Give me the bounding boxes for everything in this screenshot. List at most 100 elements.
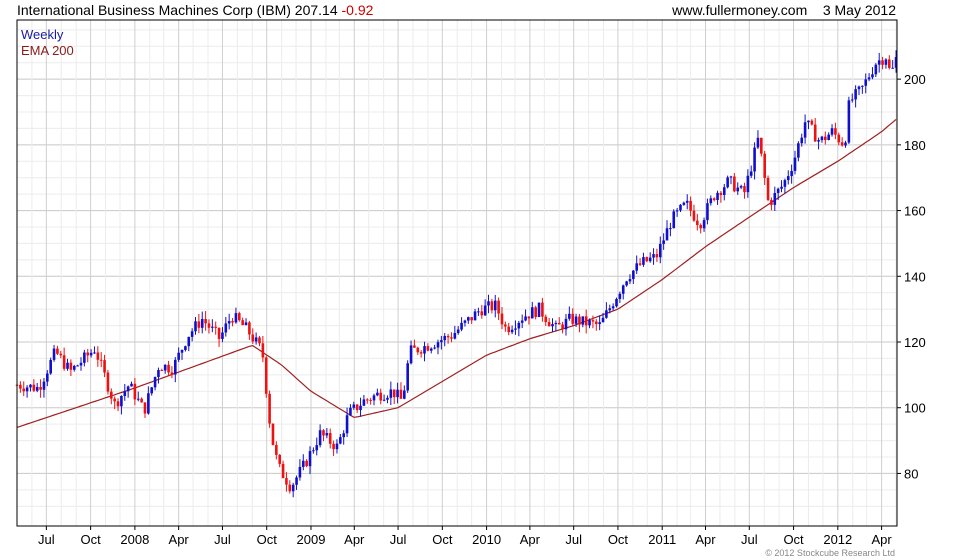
candle	[722, 183, 726, 201]
candle	[376, 388, 379, 397]
candle	[173, 357, 177, 383]
candle-body	[244, 322, 248, 326]
candle	[766, 175, 770, 202]
candle-body	[857, 86, 861, 90]
candle-body	[699, 225, 702, 229]
candle-body	[325, 433, 329, 436]
candle	[611, 303, 615, 311]
candle-body	[46, 373, 49, 382]
candle-body	[160, 370, 164, 372]
candle-body	[756, 137, 760, 148]
candle	[652, 248, 655, 265]
candle-body	[844, 142, 847, 146]
candle-body	[618, 293, 622, 299]
candle	[850, 93, 854, 103]
candle	[773, 186, 777, 211]
candle-body	[79, 362, 83, 366]
candle	[106, 369, 110, 395]
x-tick-label: Jul	[565, 532, 582, 547]
candle-body	[615, 298, 618, 307]
candle	[487, 294, 490, 314]
x-tick-label: Apr	[871, 532, 892, 547]
candle-body	[746, 175, 750, 193]
candle	[389, 381, 393, 406]
candle-body	[312, 450, 315, 452]
y-tick-label: 200	[904, 72, 926, 87]
candle-body	[780, 186, 783, 189]
candle	[888, 55, 891, 70]
candle	[709, 195, 713, 206]
candle-body	[301, 460, 305, 467]
candle-body	[423, 346, 426, 354]
candle	[261, 335, 265, 363]
candle-body	[749, 171, 753, 176]
candle	[497, 297, 500, 321]
candle-body	[733, 176, 736, 192]
candle-body	[305, 460, 308, 467]
candle	[736, 182, 740, 195]
candle-body	[322, 430, 325, 436]
candle	[692, 204, 696, 222]
candle	[467, 316, 470, 324]
candle	[379, 388, 383, 405]
candle-body	[834, 128, 837, 135]
candle	[177, 347, 180, 363]
candle	[605, 302, 608, 319]
candle-body	[339, 437, 342, 444]
candle-body	[682, 202, 686, 205]
candle	[574, 313, 578, 327]
candle-body	[157, 370, 160, 378]
x-tick-label: 2008	[120, 532, 149, 547]
candle	[62, 347, 66, 371]
candle	[147, 386, 150, 415]
candle-body	[483, 305, 487, 316]
candle-body	[820, 136, 824, 141]
candle-body	[113, 398, 116, 402]
candle	[312, 447, 315, 454]
candle-body	[268, 393, 271, 424]
candle	[820, 135, 824, 143]
candle	[120, 395, 123, 415]
candle	[517, 320, 521, 337]
candle-body	[736, 187, 740, 192]
candle-body	[99, 359, 103, 361]
candle	[79, 357, 83, 371]
candle	[840, 137, 844, 147]
candle	[557, 317, 561, 325]
candle-body	[716, 192, 719, 201]
candle-body	[207, 323, 211, 328]
candle	[25, 385, 29, 398]
candle	[514, 320, 517, 335]
candle-body	[29, 384, 32, 388]
candle	[227, 313, 231, 330]
candle	[365, 398, 369, 404]
candle	[894, 50, 898, 73]
candle	[827, 132, 830, 141]
candle-body	[470, 317, 473, 321]
candle-body	[278, 454, 282, 464]
candle	[685, 194, 689, 210]
candle-body	[554, 322, 558, 325]
candle	[578, 313, 581, 333]
candle-body	[335, 443, 339, 450]
candle-body	[702, 220, 706, 229]
candle-body	[840, 142, 844, 146]
candle-body	[295, 477, 298, 485]
candle	[140, 397, 143, 403]
candle-body	[658, 243, 662, 258]
candle-body	[584, 316, 588, 326]
candle-body	[847, 100, 851, 143]
candle-body	[817, 140, 820, 142]
candle-body	[224, 323, 228, 333]
candle-body	[689, 200, 692, 211]
candle	[123, 384, 127, 401]
candle-body	[578, 316, 581, 325]
candle	[342, 430, 345, 445]
candle	[460, 317, 463, 332]
candle	[35, 382, 39, 393]
candle	[655, 248, 659, 263]
legend-weekly: Weekly	[21, 27, 64, 42]
candle-body	[514, 328, 517, 330]
candle-body	[568, 313, 571, 319]
